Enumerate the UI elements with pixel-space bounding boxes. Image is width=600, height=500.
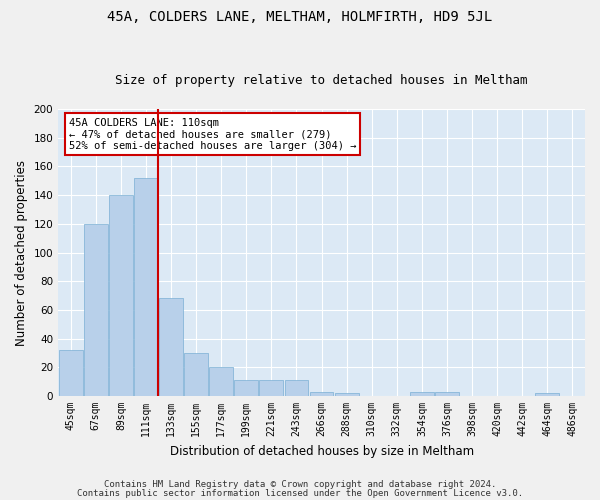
Bar — [134, 178, 158, 396]
Bar — [259, 380, 283, 396]
Text: Contains public sector information licensed under the Open Government Licence v3: Contains public sector information licen… — [77, 489, 523, 498]
Bar — [284, 380, 308, 396]
Text: 45A COLDERS LANE: 110sqm
← 47% of detached houses are smaller (279)
52% of semi-: 45A COLDERS LANE: 110sqm ← 47% of detach… — [69, 118, 356, 151]
Bar — [535, 393, 559, 396]
Y-axis label: Number of detached properties: Number of detached properties — [15, 160, 28, 346]
Bar — [59, 350, 83, 396]
Bar — [435, 392, 459, 396]
Text: 45A, COLDERS LANE, MELTHAM, HOLMFIRTH, HD9 5JL: 45A, COLDERS LANE, MELTHAM, HOLMFIRTH, H… — [107, 10, 493, 24]
Bar — [109, 195, 133, 396]
Bar — [310, 392, 334, 396]
Bar — [209, 368, 233, 396]
Title: Size of property relative to detached houses in Meltham: Size of property relative to detached ho… — [115, 74, 528, 87]
Bar — [159, 298, 183, 396]
Bar — [235, 380, 258, 396]
X-axis label: Distribution of detached houses by size in Meltham: Distribution of detached houses by size … — [170, 444, 473, 458]
Bar — [84, 224, 108, 396]
Bar — [335, 393, 359, 396]
Bar — [184, 353, 208, 396]
Text: Contains HM Land Registry data © Crown copyright and database right 2024.: Contains HM Land Registry data © Crown c… — [104, 480, 496, 489]
Bar — [410, 392, 434, 396]
